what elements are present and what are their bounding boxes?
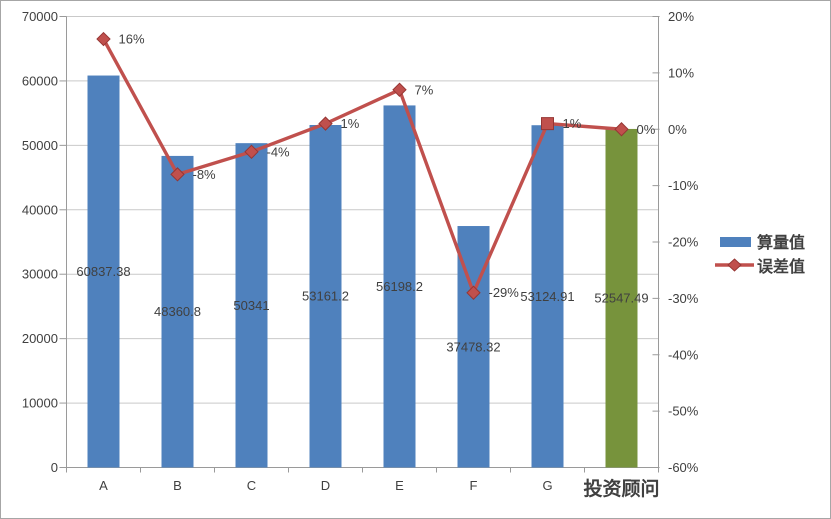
left-axis-tick-label: 40000 [22, 202, 58, 217]
category-label-E: E [395, 478, 404, 493]
bar-投资顾问[interactable] [605, 128, 638, 468]
bar-G[interactable] [531, 125, 564, 468]
bar-A[interactable] [87, 75, 120, 468]
category-label-G: G [542, 478, 552, 493]
bar-value-label: 60837.38 [76, 264, 130, 279]
left-axis-tick-label: 20000 [22, 331, 58, 346]
line-marker-diamond[interactable] [96, 31, 111, 47]
line-value-label: -29% [489, 285, 520, 300]
right-axis-tick-label: -10% [668, 178, 699, 193]
right-axis-tick-label: -30% [668, 291, 699, 306]
bar-value-label: 53124.91 [520, 289, 574, 304]
category-label-C: C [247, 478, 256, 493]
bar-value-label: 48360.8 [154, 304, 201, 319]
left-axis-tick-label: 30000 [22, 267, 58, 282]
line-marker-diamond[interactable] [170, 167, 185, 182]
line-marker-diamond[interactable] [244, 144, 259, 160]
bar-C[interactable] [235, 143, 268, 468]
right-axis-tick-label: -50% [668, 404, 699, 419]
left-axis-tick-label: 70000 [22, 9, 58, 24]
category-label-F: F [470, 478, 478, 493]
error-line-series[interactable] [101, 37, 624, 295]
bar-value-label: 50341 [233, 298, 269, 313]
line-value-label: 7% [415, 82, 434, 97]
right-axis-tick-label: 10% [668, 65, 694, 80]
bar-value-label: 53161.2 [302, 289, 349, 304]
line-value-label: -4% [267, 144, 291, 159]
line-value-label: 1% [341, 116, 360, 131]
category-label-D: D [321, 478, 330, 493]
bar-value-label: 56198.2 [376, 279, 423, 294]
left-axis-tick-label: 0 [51, 460, 58, 475]
line-value-label: 16% [119, 32, 145, 47]
bar-D[interactable] [309, 124, 342, 468]
left-axis-tick-label: 50000 [22, 138, 58, 153]
legend-bar-swatch[interactable] [720, 237, 751, 247]
line-value-label: 1% [563, 116, 582, 131]
legend-diamond-marker-icon [727, 258, 742, 272]
left-axis-tick-label: 10000 [22, 396, 58, 411]
legend-label-wuchazhi: 误差值 [757, 257, 805, 276]
bar-value-label: 52547.49 [594, 291, 648, 306]
line-marker-diamond[interactable] [614, 122, 629, 137]
right-axis-tick-label: 0% [668, 122, 687, 137]
bar-E[interactable] [383, 105, 416, 468]
right-axis-tick-label: -20% [668, 235, 699, 250]
category-label-touzi-guwen: 投资顾问 [583, 477, 659, 500]
right-axis-tick-label: 20% [668, 9, 694, 24]
bar-B[interactable] [161, 155, 194, 468]
line-value-label: -8% [193, 167, 217, 182]
category-label-A: A [99, 478, 108, 493]
line-marker-diamond[interactable] [392, 82, 407, 97]
line-marker-diamond[interactable] [466, 285, 481, 300]
left-axis-tick-label: 60000 [22, 73, 58, 88]
line-value-label: 0% [637, 122, 656, 137]
bar-value-label: 37478.32 [446, 339, 500, 354]
right-axis-tick-label: -60% [668, 460, 699, 475]
line-marker-square[interactable] [541, 117, 554, 131]
right-axis-tick-label: -40% [668, 347, 699, 362]
legend-label-suanliangzhi: 算量值 [757, 233, 805, 252]
line-marker-diamond[interactable] [318, 116, 333, 131]
category-label-B: B [173, 478, 182, 493]
